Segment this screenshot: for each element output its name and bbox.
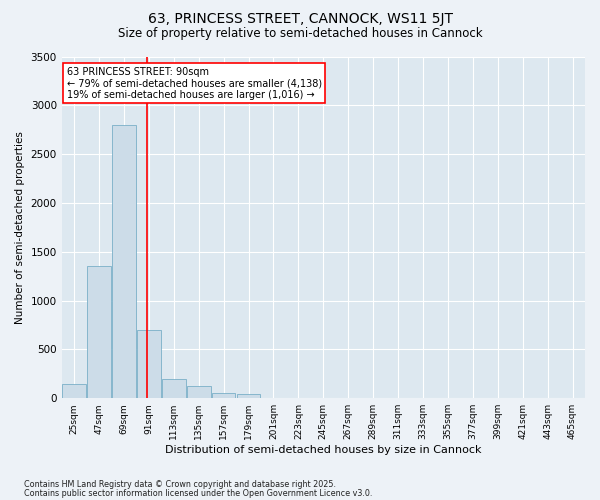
Text: 63, PRINCESS STREET, CANNOCK, WS11 5JT: 63, PRINCESS STREET, CANNOCK, WS11 5JT <box>148 12 452 26</box>
Text: Size of property relative to semi-detached houses in Cannock: Size of property relative to semi-detach… <box>118 28 482 40</box>
Text: Contains HM Land Registry data © Crown copyright and database right 2025.: Contains HM Land Registry data © Crown c… <box>24 480 336 489</box>
Bar <box>87 266 111 398</box>
Bar <box>237 394 260 398</box>
Bar <box>112 125 136 398</box>
Bar <box>62 384 86 398</box>
Bar <box>162 378 185 398</box>
Bar <box>137 330 161 398</box>
Y-axis label: Number of semi-detached properties: Number of semi-detached properties <box>15 131 25 324</box>
Bar <box>187 386 211 398</box>
Text: Contains public sector information licensed under the Open Government Licence v3: Contains public sector information licen… <box>24 488 373 498</box>
X-axis label: Distribution of semi-detached houses by size in Cannock: Distribution of semi-detached houses by … <box>165 445 482 455</box>
Text: 63 PRINCESS STREET: 90sqm
← 79% of semi-detached houses are smaller (4,138)
19% : 63 PRINCESS STREET: 90sqm ← 79% of semi-… <box>67 67 322 100</box>
Bar <box>212 394 235 398</box>
